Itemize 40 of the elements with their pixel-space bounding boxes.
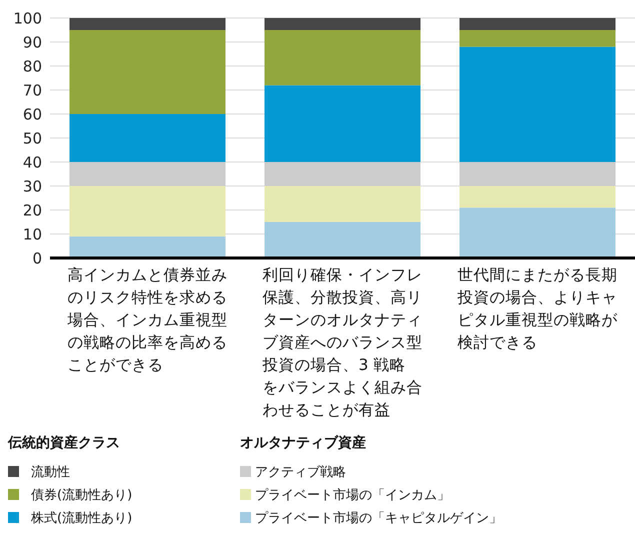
bar	[264, 162, 420, 186]
y-tick-label: 80	[22, 57, 42, 76]
y-tick-label: 70	[22, 81, 42, 100]
bar	[264, 30, 420, 86]
bar	[70, 114, 226, 162]
y-tick-label: 60	[22, 105, 42, 124]
text: 伝統的資産クラス	[8, 434, 121, 452]
bar	[460, 186, 616, 208]
legend-label: 株式(流動性あり)	[31, 510, 132, 526]
legend-label: 債券(流動性あり)	[31, 486, 132, 504]
bar	[70, 162, 226, 186]
bar	[460, 30, 616, 47]
bar	[460, 18, 616, 30]
bar	[264, 186, 420, 222]
bar	[70, 236, 226, 258]
y-tick-label: 10	[22, 225, 42, 244]
legend-label: 流動性	[31, 464, 70, 480]
y-tick-label: 40	[22, 153, 42, 172]
bar	[460, 46, 616, 162]
x-tick-label: 高インカムと債券並みのリスク特性を求める場合、インカム重視型の戦略の比率を高めることができる	[66, 266, 228, 374]
bar	[70, 30, 226, 114]
bar	[460, 208, 616, 258]
y-tick-label: 50	[22, 129, 42, 148]
bar	[264, 222, 420, 258]
bar	[460, 162, 616, 186]
x-tick-label: 利回り確保・インフレ保護、分散投資、高リターンのオルタナティブ資産へのバランス型投資の場合、3 戦略をバランスよく組み合わせることが有益	[262, 266, 422, 419]
bar	[70, 18, 226, 30]
x-tick-label: 世代間にまたがる長期投資の場合、よりキャピタル重視型の戦略が検討できる	[456, 266, 618, 352]
text: オルタナティブ資産	[240, 434, 367, 452]
y-tick-label: 90	[22, 33, 42, 52]
y-tick-label: 30	[22, 177, 42, 196]
y-tick-label: 20	[22, 201, 42, 220]
legend-label: プライベート市場の「インカム」	[255, 486, 450, 504]
y-tick-label: 100	[13, 9, 42, 28]
bar	[264, 18, 420, 30]
legend-label: プライベート市場の「キャピタルゲイン」	[255, 510, 502, 526]
legend-label: アクティブ戦略	[255, 464, 346, 480]
y-tick-label: 0	[32, 249, 42, 268]
bar	[264, 85, 420, 162]
bar	[70, 186, 226, 236]
